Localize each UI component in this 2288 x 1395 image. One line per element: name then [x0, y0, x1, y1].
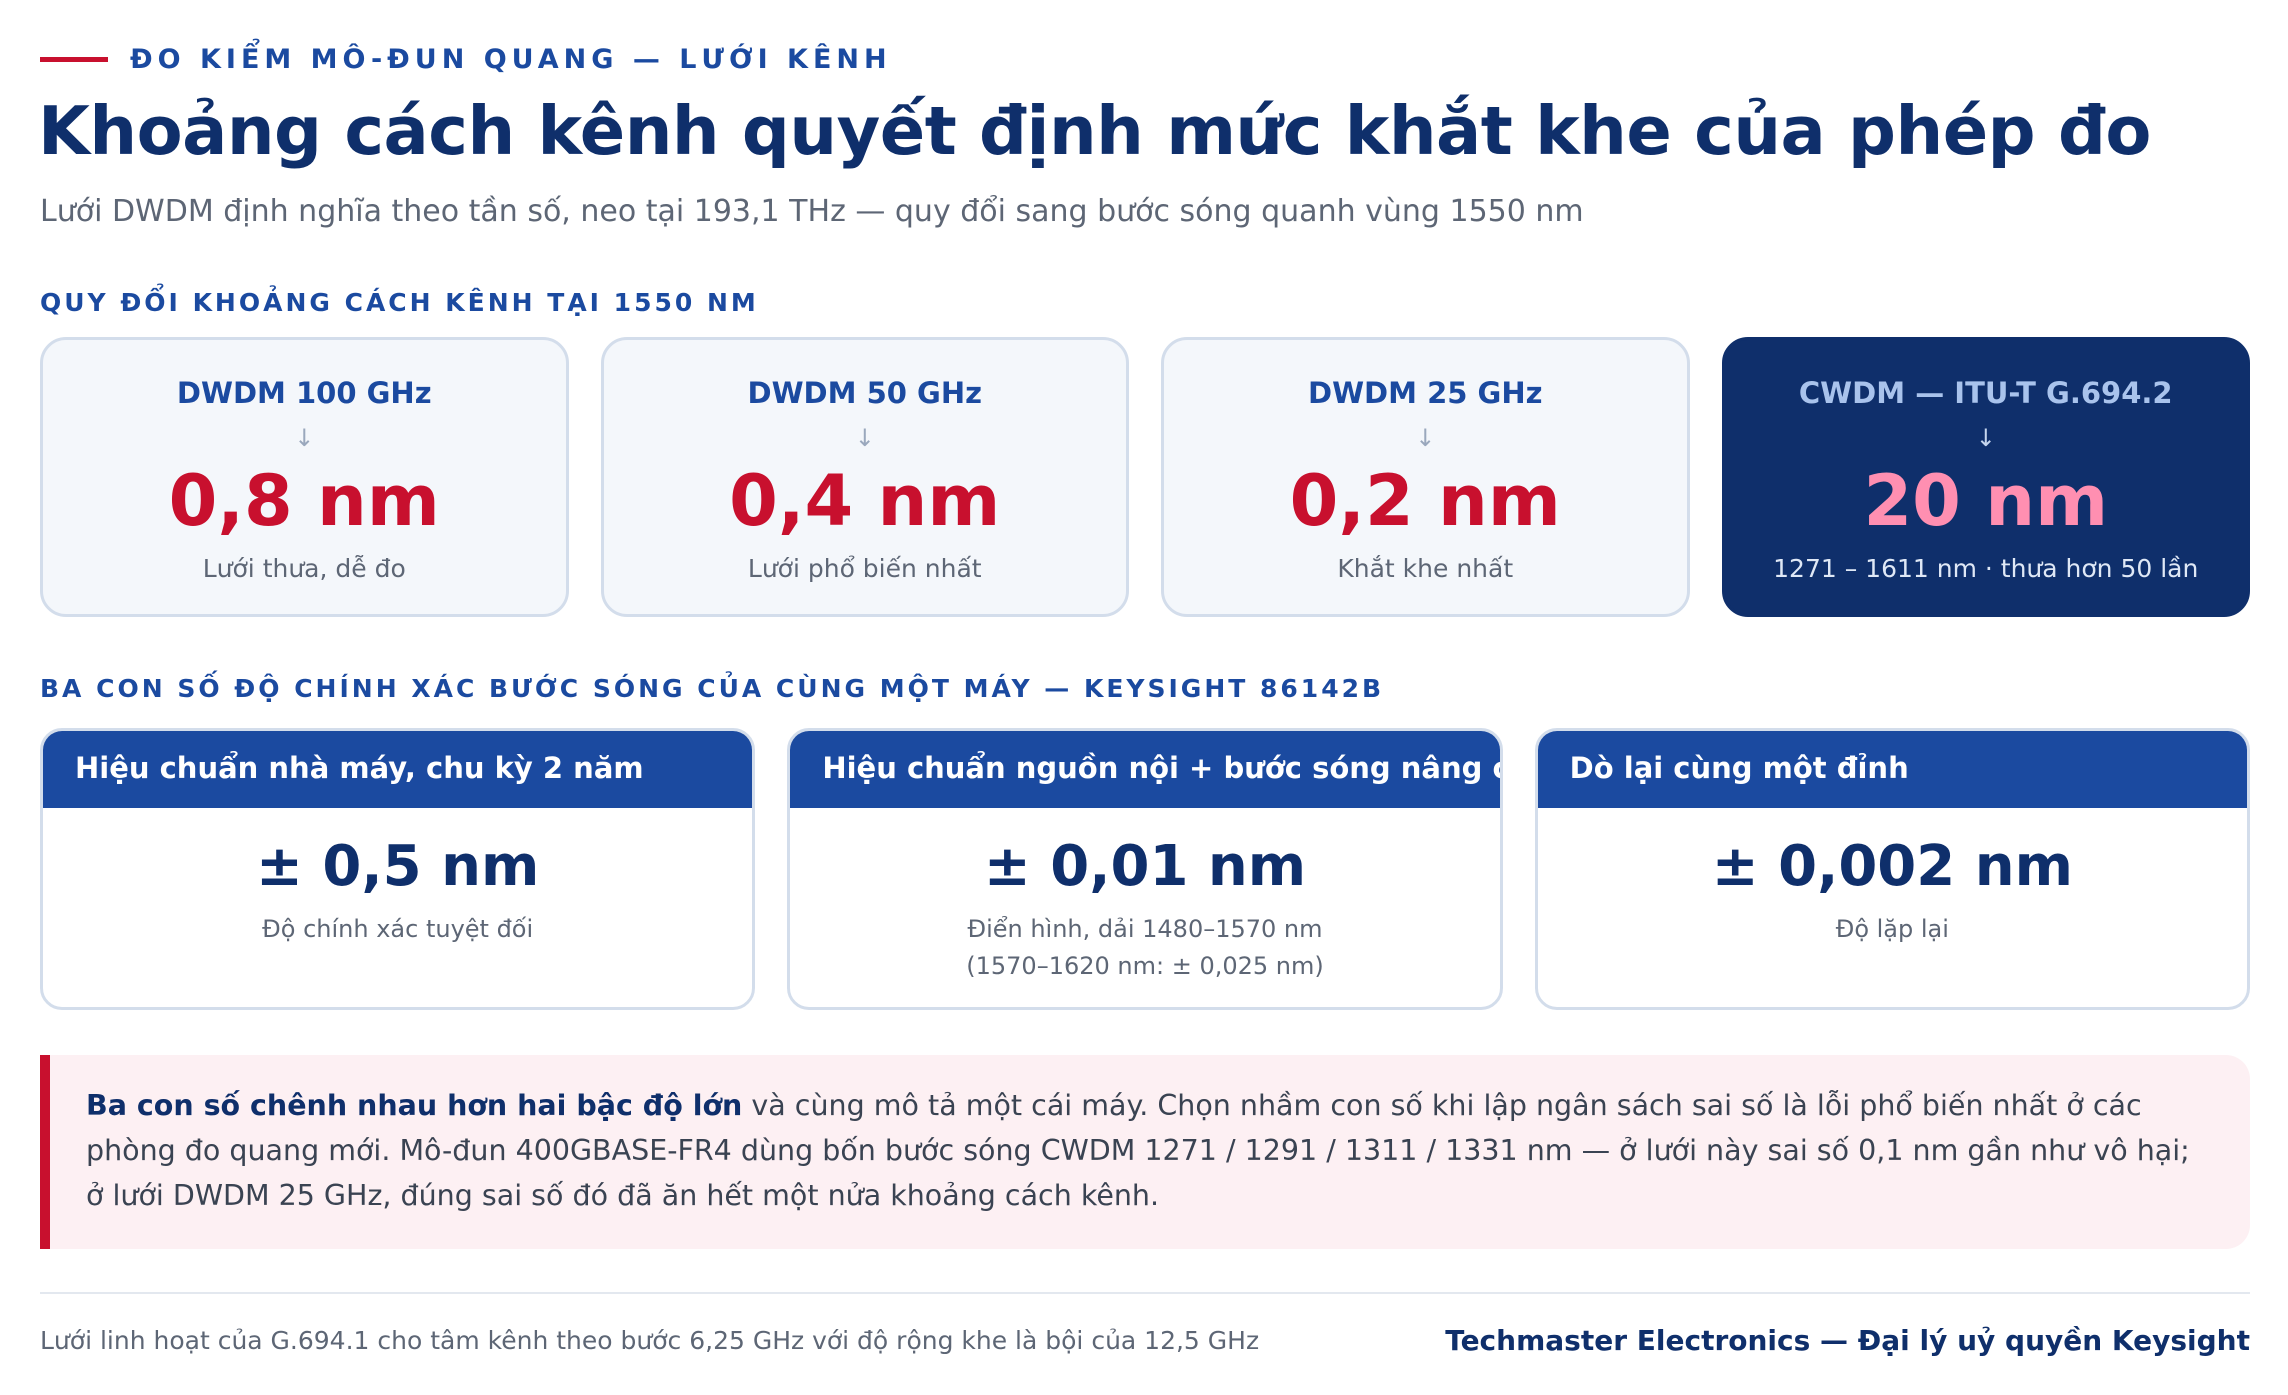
accuracy-cards: Hiệu chuẩn nhà máy, chu kỳ 2 năm ± 0,5 n…	[40, 728, 2250, 1010]
arrow-down-icon: ↓	[294, 424, 315, 452]
accuracy-card-internal-source: Hiệu chuẩn nguồn nội + bước sóng nâng ca…	[787, 728, 1503, 1010]
accuracy-card-note: Điển hình, dải 1480–1570 nm (1570–1620 n…	[790, 911, 1499, 985]
conversion-card-dwdm-25: DWDM 25 GHz ↓ 0,2 nm Khắt khe nhất	[1161, 337, 1690, 617]
conversion-card-dwdm-50: DWDM 50 GHz ↓ 0,4 nm Lưới phổ biến nhất	[600, 337, 1129, 617]
accuracy-card-header: Hiệu chuẩn nhà máy, chu kỳ 2 năm	[43, 731, 753, 808]
eyebrow-accent-line	[40, 57, 108, 62]
arrow-down-icon: ↓	[854, 424, 875, 452]
eyebrow-text: ĐO KIỂM MÔ-ĐUN QUANG — LƯỚI KÊNH	[130, 44, 892, 75]
conversion-section-label: QUY ĐỔI KHOẢNG CÁCH KÊNH TẠI 1550 NM	[40, 288, 759, 317]
conversion-card-name: DWDM 25 GHz	[1308, 376, 1543, 410]
conversion-card-note: Khắt khe nhất	[1337, 554, 1514, 583]
accuracy-card-header: Dò lại cùng một đỉnh	[1537, 731, 2247, 808]
accuracy-card-value: ± 0,01 nm	[983, 834, 1307, 899]
accuracy-card-note-line: Độ chính xác tuyệt đối	[262, 915, 534, 943]
page-title: Khoảng cách kênh quyết định mức khắt khe…	[38, 92, 2151, 170]
conversion-card-note: 1271 – 1611 nm · thưa hơn 50 lần	[1773, 554, 2199, 583]
accuracy-card-header: Hiệu chuẩn nguồn nội + bước sóng nâng ca…	[790, 731, 1500, 808]
conversion-card-value: 0,4 nm	[729, 460, 1001, 542]
conversion-card-cwdm: CWDM — ITU-T G.694.2 ↓ 20 nm 1271 – 1611…	[1721, 337, 2250, 617]
arrow-down-icon: ↓	[1975, 424, 1996, 452]
conversion-card-name: DWDM 100 GHz	[176, 376, 432, 410]
footer-divider	[40, 1292, 2250, 1294]
conversion-card-name: DWDM 50 GHz	[747, 376, 983, 410]
callout-box: Ba con số chênh nhau hơn hai bậc độ lớn …	[40, 1055, 2250, 1249]
accuracy-card-note-line: Điển hình, dải 1480–1570 nm	[967, 915, 1323, 943]
accuracy-card-value: ± 0,5 nm	[255, 834, 540, 899]
accuracy-section-label: BA CON SỐ ĐỘ CHÍNH XÁC BƯỚC SÓNG CỦA CÙN…	[40, 674, 1385, 703]
conversion-card-name: CWDM — ITU-T G.694.2	[1798, 376, 2173, 410]
accuracy-card-value: ± 0,002 nm	[1711, 834, 2073, 899]
page-subtitle: Lưới DWDM định nghĩa theo tần số, neo tạ…	[40, 194, 1584, 229]
conversion-card-value: 20 nm	[1863, 460, 2109, 542]
callout-bold: Ba con số chênh nhau hơn hai bậc độ lớn	[86, 1089, 743, 1122]
conversion-card-value: 0,8 nm	[168, 460, 440, 542]
accuracy-card-note-line: Độ lặp lại	[1835, 915, 1949, 943]
conversion-card-value: 0,2 nm	[1289, 460, 1561, 542]
eyebrow: ĐO KIỂM MÔ-ĐUN QUANG — LƯỚI KÊNH	[40, 44, 892, 75]
arrow-down-icon: ↓	[1415, 424, 1436, 452]
conversion-cards: DWDM 100 GHz ↓ 0,8 nm Lưới thưa, dễ đo D…	[40, 337, 2250, 617]
accuracy-card-repeatability: Dò lại cùng một đỉnh ± 0,002 nm Độ lặp l…	[1534, 728, 2250, 1010]
callout-text: Ba con số chênh nhau hơn hai bậc độ lớn …	[86, 1083, 2210, 1218]
footer-note: Lưới linh hoạt của G.694.1 cho tâm kênh …	[40, 1326, 1260, 1355]
accuracy-card-note: Độ chính xác tuyệt đối	[43, 911, 752, 948]
accuracy-card-factory: Hiệu chuẩn nhà máy, chu kỳ 2 năm ± 0,5 n…	[40, 728, 756, 1010]
conversion-card-note: Lưới thưa, dễ đo	[202, 554, 406, 583]
accuracy-card-note-line: (1570–1620 nm: ± 0,025 nm)	[966, 952, 1324, 980]
accuracy-card-note: Độ lặp lại	[1538, 911, 2247, 948]
conversion-card-dwdm-100: DWDM 100 GHz ↓ 0,8 nm Lưới thưa, dễ đo	[40, 337, 569, 617]
footer-brand: Techmaster Electronics — Đại lý uỷ quyền…	[1445, 1324, 2250, 1357]
callout-body: và cùng mô tả một cái máy. Chọn nhầm con…	[86, 1089, 2190, 1212]
conversion-card-note: Lưới phổ biến nhất	[747, 554, 982, 583]
